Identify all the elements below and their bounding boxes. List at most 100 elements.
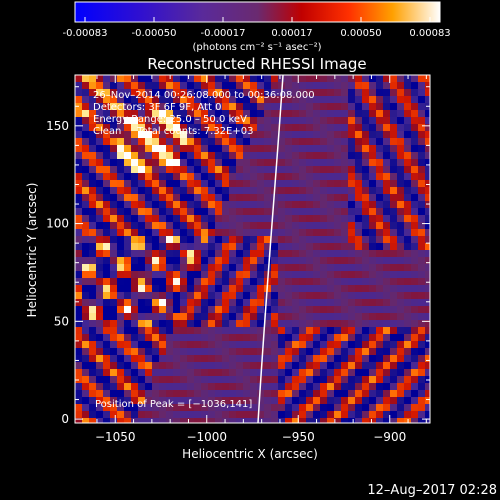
heatmap-cell	[201, 278, 208, 285]
heatmap-cell	[320, 180, 327, 187]
heatmap-cell	[264, 89, 271, 96]
heatmap-cell	[173, 397, 180, 404]
heatmap-cell	[390, 82, 397, 89]
heatmap-cell	[75, 299, 82, 306]
heatmap-cell	[103, 369, 110, 376]
heatmap-cell	[355, 299, 362, 306]
heatmap-cell	[292, 243, 299, 250]
heatmap-cell	[369, 257, 376, 264]
heatmap-cell	[243, 411, 250, 418]
heatmap-cell	[250, 110, 257, 117]
heatmap-cell	[257, 229, 264, 236]
heatmap-cell	[173, 229, 180, 236]
heatmap-cell	[250, 229, 257, 236]
heatmap-cell	[348, 348, 355, 355]
heatmap-cell	[341, 96, 348, 103]
heatmap-cell	[194, 250, 201, 257]
heatmap-cell	[180, 348, 187, 355]
heatmap-cell	[397, 243, 404, 250]
heatmap-cell	[201, 313, 208, 320]
heatmap-cell	[425, 418, 430, 423]
heatmap-cell	[355, 194, 362, 201]
heatmap-cell	[229, 355, 236, 362]
heatmap-cell	[320, 117, 327, 124]
heatmap-cell	[159, 292, 166, 299]
heatmap-cell	[180, 229, 187, 236]
heatmap-cell	[236, 103, 243, 110]
heatmap-cell	[250, 362, 257, 369]
heatmap-cell	[285, 355, 292, 362]
heatmap-cell	[327, 82, 334, 89]
heatmap-cell	[236, 173, 243, 180]
heatmap-cell	[411, 348, 418, 355]
heatmap-cell	[334, 341, 341, 348]
heatmap-cell	[222, 103, 229, 110]
heatmap-cell	[418, 89, 425, 96]
heatmap-cell	[89, 376, 96, 383]
heatmap-cell	[376, 390, 383, 397]
heatmap-cell	[397, 82, 404, 89]
heatmap-cell	[299, 173, 306, 180]
heatmap-cell	[166, 229, 173, 236]
heatmap-cell	[327, 145, 334, 152]
heatmap-cell	[187, 411, 194, 418]
heatmap-cell	[348, 138, 355, 145]
heatmap-cell	[390, 376, 397, 383]
heatmap-cell	[327, 187, 334, 194]
heatmap-cell	[201, 306, 208, 313]
heatmap-cell	[271, 96, 278, 103]
annotation-line: Clean Total counts: 7.32E+03	[93, 126, 253, 137]
heatmap-cell	[341, 103, 348, 110]
heatmap-cell	[250, 152, 257, 159]
heatmap-cell	[96, 390, 103, 397]
heatmap-cell	[110, 285, 117, 292]
heatmap-cell	[201, 131, 208, 138]
heatmap-cell	[306, 348, 313, 355]
heatmap-cell	[138, 306, 145, 313]
heatmap-cell	[145, 271, 152, 278]
heatmap-cell	[222, 159, 229, 166]
heatmap-cell	[327, 124, 334, 131]
heatmap-cell	[299, 124, 306, 131]
heatmap-cell	[376, 117, 383, 124]
heatmap-cell	[306, 194, 313, 201]
heatmap-cell	[229, 117, 236, 124]
heatmap-cell	[229, 271, 236, 278]
heatmap-cell	[138, 145, 145, 152]
heatmap-cell	[418, 320, 425, 327]
plot-frame	[74, 74, 431, 424]
heatmap-cell	[278, 257, 285, 264]
heatmap-cell	[75, 369, 82, 376]
heatmap-cell	[348, 250, 355, 257]
heatmap-cell	[390, 313, 397, 320]
heatmap-cell	[215, 96, 222, 103]
heatmap-cell	[131, 334, 138, 341]
heatmap-cell	[313, 264, 320, 271]
heatmap-cell	[320, 243, 327, 250]
heatmap-cell	[145, 222, 152, 229]
peak-position-label: Position of Peak = [−1036,141]	[95, 399, 252, 410]
heatmap-cell	[208, 173, 215, 180]
heatmap-cell	[271, 341, 278, 348]
heatmap-cell	[173, 299, 180, 306]
heatmap-cell	[320, 362, 327, 369]
heatmap-cell	[390, 194, 397, 201]
heatmap-cell	[138, 131, 145, 138]
heatmap-cell	[299, 250, 306, 257]
heatmap-cell	[404, 334, 411, 341]
heatmap-cell	[257, 89, 264, 96]
heatmap-cell	[103, 124, 110, 131]
heatmap-cell	[292, 159, 299, 166]
heatmap-cell	[152, 320, 159, 327]
heatmap-cell	[201, 397, 208, 404]
heatmap-cell	[173, 117, 180, 124]
heatmap-cell	[89, 152, 96, 159]
heatmap-cell	[348, 194, 355, 201]
heatmap-cell	[348, 222, 355, 229]
heatmap-cell	[110, 369, 117, 376]
heatmap-cell	[355, 152, 362, 159]
heatmap-cell	[75, 411, 82, 418]
heatmap-cell	[117, 362, 124, 369]
heatmap-cell	[313, 362, 320, 369]
